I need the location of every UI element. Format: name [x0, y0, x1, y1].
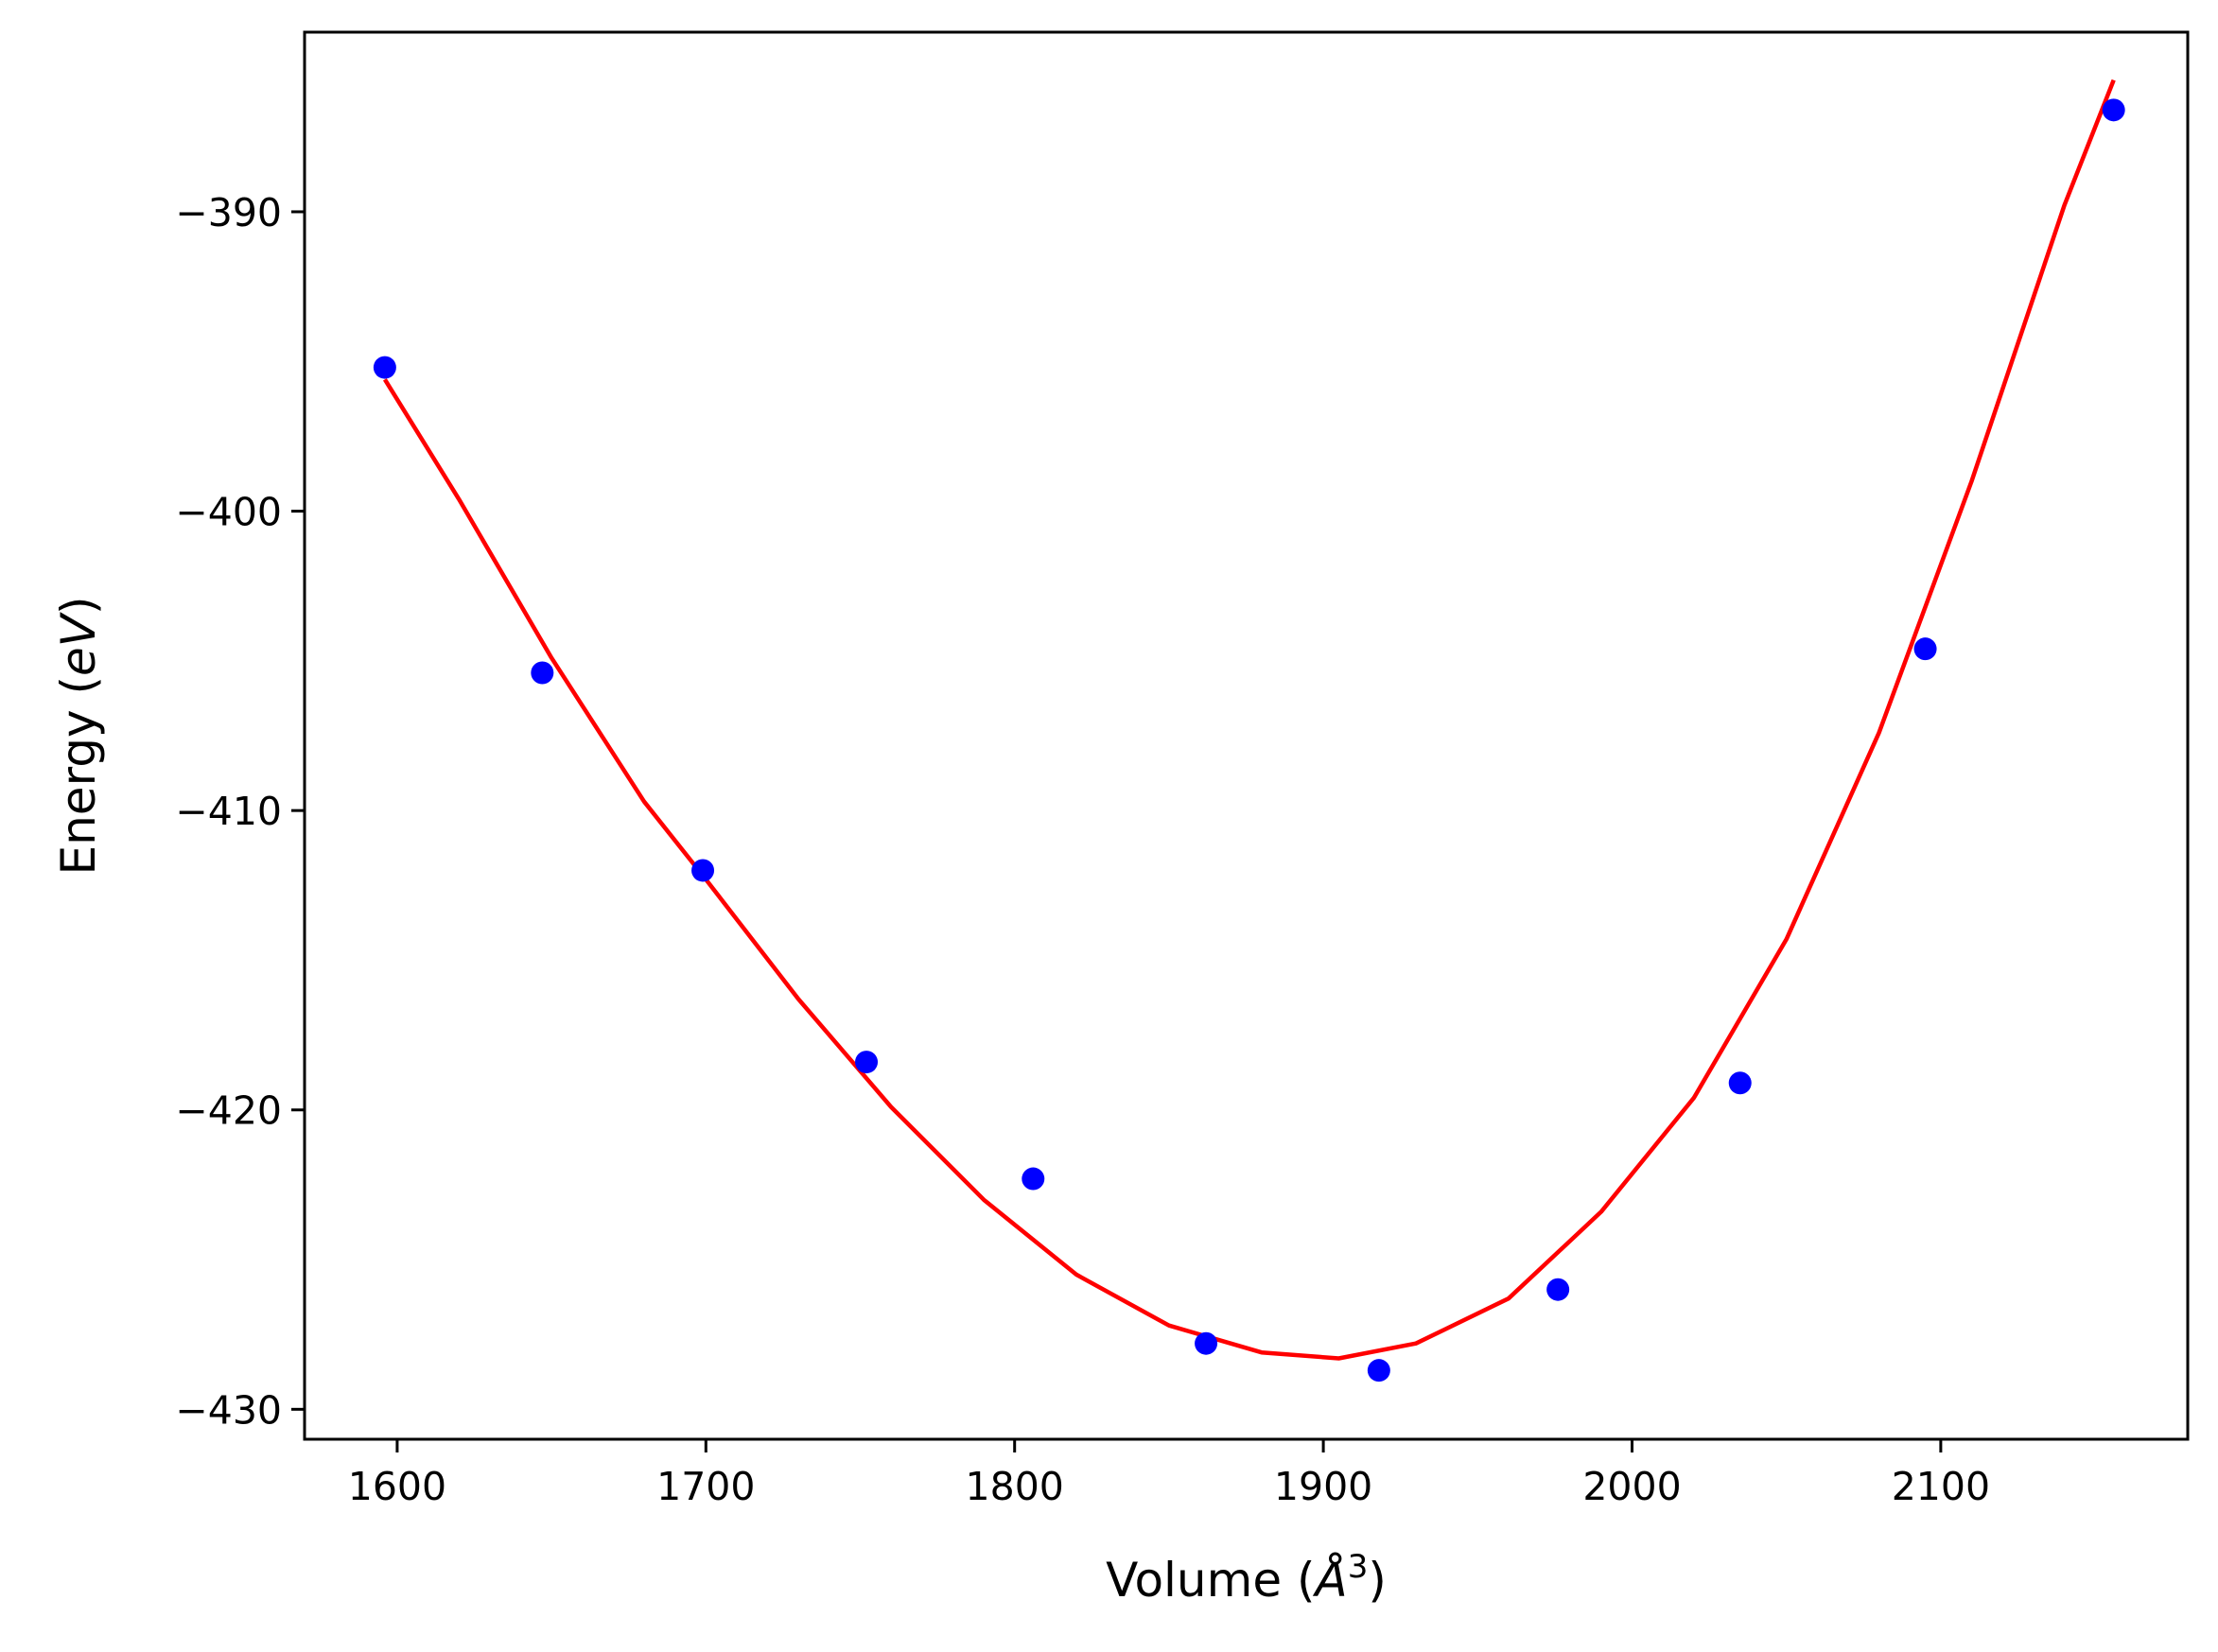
x-tick-label: 2100: [1892, 1464, 1990, 1509]
x-tick-label: 2000: [1582, 1464, 1681, 1509]
x-axis-title-unit: Å: [1313, 1553, 1348, 1608]
x-axis-title-suffix: ): [1368, 1553, 1387, 1608]
x-tick-label: 1700: [656, 1464, 755, 1509]
y-tick-label: −420: [175, 1088, 282, 1134]
data-point: [855, 1051, 879, 1074]
y-axis-title-unit: eV: [51, 611, 106, 676]
data-point: [1022, 1167, 1045, 1191]
data-point: [1728, 1071, 1752, 1095]
y-tick-label: −430: [175, 1387, 282, 1433]
plot-area: [373, 78, 2125, 1382]
y-axis-ticks: −390 −400 −410 −420 −430: [175, 190, 305, 1433]
axes-frame: [303, 30, 2190, 1441]
data-point: [1367, 1359, 1390, 1382]
y-tick-label: −400: [175, 490, 282, 535]
x-axis-title-exponent: 3: [1348, 1548, 1369, 1586]
fit-curve: [382, 78, 2116, 1361]
y-tick-label: −410: [175, 789, 282, 834]
y-axis-title-prefix: Energy (: [51, 676, 106, 875]
data-point: [2102, 98, 2125, 122]
x-tick-label: 1900: [1274, 1464, 1372, 1509]
data-point: [531, 661, 554, 685]
data-point: [1546, 1278, 1570, 1301]
x-tick-label: 1600: [348, 1464, 446, 1509]
x-tick-label: 1800: [966, 1464, 1064, 1509]
data-point: [691, 859, 715, 882]
data-point: [1913, 637, 1937, 661]
x-axis-title: Volume (Å3): [1106, 1548, 1387, 1608]
y-tick-label: −390: [175, 190, 282, 235]
x-axis-ticks: 1600 1700 1800 1900 2000 2100: [348, 1439, 1990, 1509]
y-axis-title-suffix: ): [51, 597, 106, 616]
x-axis-title-prefix: Volume (: [1106, 1553, 1315, 1608]
data-point: [373, 356, 396, 379]
data-point: [1195, 1331, 1218, 1355]
y-axis-title: Energy (eV): [51, 597, 106, 876]
